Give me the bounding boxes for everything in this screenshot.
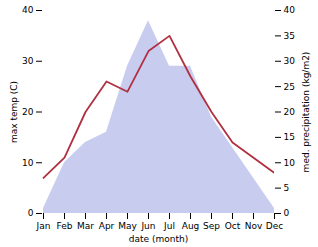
- svg-text:Apr: Apr: [99, 221, 115, 231]
- svg-text:Jun: Jun: [140, 221, 155, 231]
- svg-text:10: 10: [22, 158, 34, 168]
- svg-text:Feb: Feb: [57, 221, 73, 231]
- svg-text:30: 30: [22, 56, 34, 66]
- svg-text:max temp (C): max temp (C): [9, 81, 19, 143]
- svg-text:5: 5: [284, 183, 290, 193]
- svg-text:20: 20: [284, 107, 296, 117]
- svg-text:30: 30: [284, 56, 296, 66]
- svg-text:25: 25: [284, 82, 295, 92]
- svg-text:med. precipitation (kg/m2): med. precipitation (kg/m2): [301, 52, 311, 173]
- svg-text:Jan: Jan: [36, 221, 51, 231]
- svg-text:Mar: Mar: [77, 221, 94, 231]
- svg-text:Nov: Nov: [245, 221, 263, 231]
- svg-text:40: 40: [22, 5, 34, 15]
- svg-text:35: 35: [284, 31, 295, 41]
- svg-text:Sep: Sep: [203, 221, 220, 231]
- svg-text:0: 0: [28, 208, 34, 218]
- svg-text:Oct: Oct: [225, 221, 241, 231]
- svg-text:20: 20: [22, 107, 34, 117]
- svg-text:15: 15: [284, 132, 295, 142]
- svg-text:May: May: [118, 221, 137, 231]
- svg-text:40: 40: [284, 5, 296, 15]
- svg-text:Dec: Dec: [266, 221, 283, 231]
- svg-text:0: 0: [284, 208, 290, 218]
- svg-text:Aug: Aug: [182, 221, 200, 231]
- svg-text:10: 10: [284, 158, 296, 168]
- svg-text:date (month): date (month): [129, 234, 188, 244]
- svg-text:Jul: Jul: [163, 221, 175, 231]
